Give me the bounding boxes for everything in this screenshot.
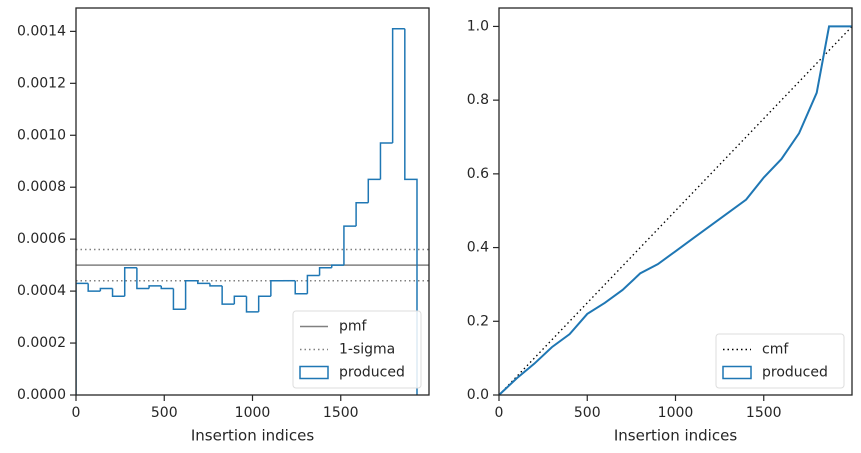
x-tick-label: 1500 <box>746 405 782 421</box>
legend: pmf 1-sigma produced <box>292 310 422 389</box>
y-tick-label: 0.4 <box>467 240 489 256</box>
histogram-step <box>197 280 210 285</box>
x-tick-label: 0 <box>72 405 81 421</box>
histogram-step <box>184 279 198 310</box>
x-axis-label: Insertion indices <box>614 427 737 445</box>
histogram-step <box>160 285 174 290</box>
legend-swatch <box>722 365 752 380</box>
histogram-step <box>330 264 344 268</box>
histogram-step <box>221 285 235 305</box>
histogram-step <box>76 282 89 395</box>
x-tick-label: 1500 <box>323 405 359 421</box>
y-tick-label: 0.0002 <box>17 335 66 351</box>
plot-area <box>76 28 429 395</box>
histogram-step <box>257 295 271 312</box>
y-tick-label: 0.2 <box>467 313 489 329</box>
histogram-step <box>270 279 284 297</box>
legend-label: produced <box>762 365 828 381</box>
histogram-step <box>343 225 357 266</box>
histogram-step <box>111 288 125 298</box>
histogram-step <box>318 266 332 276</box>
x-tick-label: 500 <box>151 405 178 421</box>
legend-box <box>292 310 422 389</box>
histogram-step <box>245 296 259 313</box>
y-tick-label: 1.0 <box>467 18 489 34</box>
x-tick-label: 0 <box>495 405 504 421</box>
histogram-step <box>379 142 393 180</box>
histogram-step <box>294 280 308 295</box>
histogram-step <box>123 266 137 297</box>
legend: cmf produced <box>715 333 845 389</box>
histogram-step <box>209 283 223 287</box>
histogram-step <box>391 28 405 144</box>
axes-frame <box>498 7 853 396</box>
legend-label: cmf <box>762 342 789 358</box>
y-tick-label: 0.0014 <box>17 23 66 39</box>
histogram-step <box>404 28 418 395</box>
plot-area <box>499 25 852 395</box>
histogram-step <box>148 285 162 289</box>
histogram-step <box>87 283 101 292</box>
legend-label: produced <box>339 365 405 381</box>
y-tick-label: 0.0012 <box>17 75 66 91</box>
x-tick-label: 1000 <box>658 405 694 421</box>
x-tick-label: 1000 <box>235 405 271 421</box>
histogram-step <box>136 267 150 290</box>
axes-frame <box>75 7 430 396</box>
x-tick-label: 500 <box>574 405 601 421</box>
y-tick-label: 0.8 <box>467 92 489 108</box>
y-tick-label: 0.0 <box>467 387 489 403</box>
histogram-step <box>367 178 381 203</box>
histogram-step <box>99 287 113 292</box>
legend-label: pmf <box>339 319 368 335</box>
histogram-step <box>233 295 247 305</box>
y-tick-label: 0.6 <box>467 166 489 182</box>
y-tick-label: 0.0000 <box>17 387 66 403</box>
y-tick-label: 0.0004 <box>17 283 66 299</box>
subplot: 0 500 1000 1500 0.0 0.2 0.4 0.6 0.8 1.0 Insertion … <box>467 7 853 445</box>
subplot: 0 500 1000 1500 0.0000 0.0002 0.0004 0.0006 0.00… <box>17 7 430 445</box>
legend-box <box>715 333 845 389</box>
y-tick-label: 0.0008 <box>17 179 66 195</box>
series-line <box>499 25 852 395</box>
legend-label: 1-sigma <box>339 342 395 358</box>
y-tick-label: 0.0010 <box>17 127 66 143</box>
histogram-step <box>355 202 369 227</box>
x-axis-label: Insertion indices <box>191 427 314 445</box>
histogram-step <box>306 274 320 294</box>
histogram-step <box>172 288 186 311</box>
y-tick-label: 0.0006 <box>17 231 66 247</box>
legend-swatch <box>299 365 329 380</box>
